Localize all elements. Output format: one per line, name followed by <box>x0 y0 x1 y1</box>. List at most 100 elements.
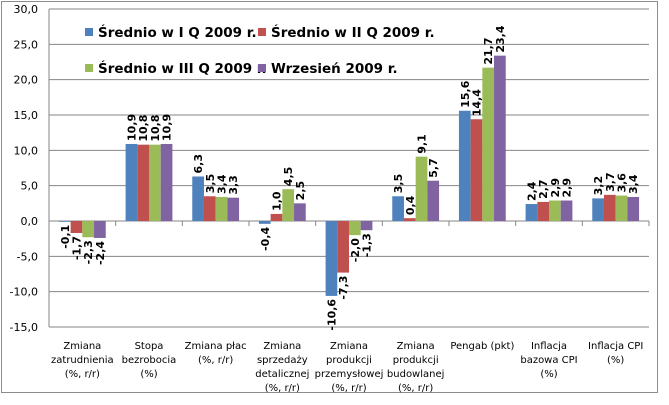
x-category-label: detalicznej <box>255 369 309 380</box>
bar-3 <box>482 67 495 221</box>
data-label: 0,4 <box>404 195 417 215</box>
bar-4 <box>294 203 306 221</box>
data-label: 3,7 <box>604 172 617 192</box>
x-category-label: Zmiana płac <box>185 341 247 352</box>
bar-1 <box>325 221 338 296</box>
data-label: -0,4 <box>259 226 272 250</box>
bar-2 <box>270 213 283 221</box>
bar-2 <box>70 221 83 234</box>
x-category-label: (%, r/r) <box>398 383 433 394</box>
bar-2 <box>603 194 616 221</box>
data-label: 23,4 <box>494 25 507 52</box>
bar-3 <box>349 221 361 236</box>
data-label: 21,7 <box>482 38 495 65</box>
x-category-label: (%, r/r) <box>331 383 366 394</box>
chart-frame <box>1 1 658 393</box>
data-label: 10,8 <box>137 115 150 142</box>
y-tick-label: -15,0 <box>10 321 38 334</box>
bar-1 <box>592 198 604 221</box>
data-label: 3,5 <box>204 174 217 194</box>
data-label: 3,3 <box>227 175 240 195</box>
x-category-label: zatrudnienia <box>51 355 114 366</box>
legend-swatch <box>258 28 266 36</box>
legend-swatch <box>258 64 266 72</box>
data-label: -1,7 <box>70 236 83 260</box>
bar-3 <box>149 144 161 221</box>
legend-label: Wrzesień 2009 r. <box>271 61 398 77</box>
y-tick-label: 10,0 <box>14 144 39 157</box>
bar-3 <box>415 156 428 221</box>
bar-3 <box>282 189 295 221</box>
data-label: 3,2 <box>592 176 605 196</box>
x-category-label: (%) <box>140 369 157 380</box>
x-category-label: sprzedaży <box>257 355 308 366</box>
data-label: -2,0 <box>349 238 362 262</box>
data-label: 2,5 <box>294 181 307 201</box>
x-category-label: Zmiana <box>63 341 101 352</box>
data-label: 9,1 <box>416 134 429 154</box>
bar-4 <box>94 221 106 238</box>
x-category-label: bazowa CPI <box>520 355 577 366</box>
x-category-label: (%) <box>607 355 624 366</box>
x-category-label: Inflacja <box>531 341 567 352</box>
legend-label: Średnio w III Q 2009 r. <box>98 59 267 77</box>
x-category-label: (%, r/r) <box>198 355 233 366</box>
bar-1 <box>525 204 538 221</box>
data-label: 2,4 <box>525 181 538 201</box>
bar-2 <box>537 201 549 221</box>
x-category-label: (%, r/r) <box>265 383 300 394</box>
bar-1 <box>125 143 138 221</box>
legend-swatch <box>85 28 93 36</box>
data-label: -10,6 <box>325 299 338 331</box>
bar-4 <box>160 143 173 221</box>
y-tick-label: 15,0 <box>14 109 39 122</box>
y-tick-label: -5,0 <box>17 250 38 263</box>
bar-4 <box>427 180 440 221</box>
x-category-label: Inflacja CPI <box>588 341 643 352</box>
x-category-label: produkcji <box>393 355 439 366</box>
data-label: 2,9 <box>561 178 574 198</box>
data-label: 3,5 <box>392 174 405 194</box>
data-label: 2,9 <box>549 178 562 198</box>
data-label: -2,4 <box>94 241 107 265</box>
bar-4 <box>560 200 573 221</box>
y-tick-label: 25,0 <box>14 38 39 51</box>
data-label: 10,9 <box>161 114 174 141</box>
data-label: 2,7 <box>537 179 550 199</box>
data-label: -2,3 <box>82 240 95 264</box>
bar-1 <box>258 221 271 224</box>
bar-1 <box>458 110 471 221</box>
legend-label: Średnio w I Q 2009 r. <box>98 23 257 41</box>
bar-4 <box>227 197 240 221</box>
bar-2 <box>203 196 216 221</box>
bar-3 <box>549 200 561 221</box>
data-label: 4,5 <box>282 167 295 187</box>
data-label: 5,7 <box>427 158 440 178</box>
data-label: 3,4 <box>216 174 229 194</box>
data-label: 10,8 <box>149 115 162 142</box>
data-label: -7,3 <box>337 276 350 300</box>
data-label: 14,4 <box>470 89 483 116</box>
data-label: -1,3 <box>361 233 374 257</box>
data-label: -0,1 <box>59 225 72 249</box>
x-category-label: (%) <box>540 369 557 380</box>
data-label: 3,6 <box>616 173 629 193</box>
x-category-label: Zmiana <box>330 341 368 352</box>
y-tick-label: 5,0 <box>21 180 39 193</box>
y-tick-label: 30,0 <box>14 3 39 16</box>
x-category-label: produkcji <box>326 355 372 366</box>
bar-2 <box>337 221 349 273</box>
x-category-label: Zmiana <box>397 341 435 352</box>
x-category-label: budowlanej <box>387 369 445 380</box>
data-label: 6,3 <box>192 154 205 174</box>
bar-3 <box>82 221 95 238</box>
data-label: 1,0 <box>270 191 283 211</box>
x-category-label: Stopa <box>135 341 164 352</box>
bar-3 <box>615 195 628 221</box>
x-category-label: Pengab (pkt) <box>450 341 514 352</box>
bar-3 <box>215 196 228 221</box>
legend-label: Średnio w II Q 2009 r. <box>271 23 435 41</box>
data-label: 10,9 <box>125 114 138 141</box>
bar-2 <box>470 119 483 221</box>
